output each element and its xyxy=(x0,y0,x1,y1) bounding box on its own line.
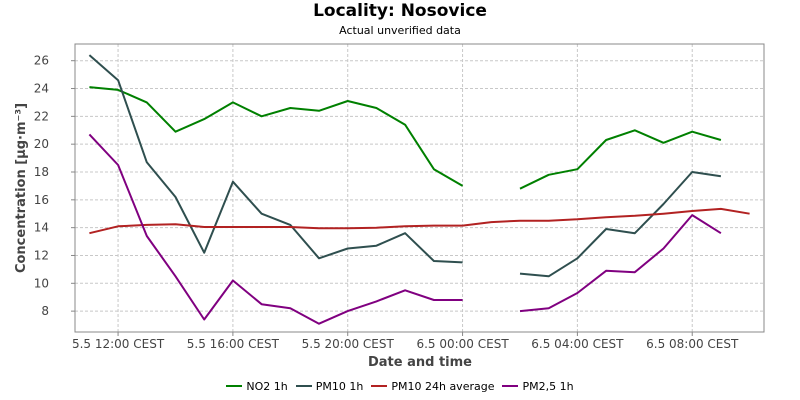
series-pm10-1h xyxy=(88,54,722,278)
y-tick-label: 20 xyxy=(34,137,49,151)
y-tick-label: 10 xyxy=(34,276,49,290)
legend-label: NO2 1h xyxy=(246,380,288,393)
legend-item-pm2-5-1h: PM2,5 1h xyxy=(502,380,574,393)
series-line xyxy=(519,171,722,278)
x-tick-label: 6.5 00:00 CEST xyxy=(416,337,509,351)
y-tick-label: 24 xyxy=(34,82,49,96)
chart-subtitle: Actual unverified data xyxy=(339,24,461,37)
series-pm10-24h-average xyxy=(89,207,750,235)
series-line xyxy=(88,54,463,264)
series-group xyxy=(88,54,750,325)
x-axis: 5.5 12:00 CEST 5.5 16:00 CEST 5.5 20:00 CE… xyxy=(72,332,739,351)
legend: NO2 1h PM10 1h PM10 24h average PM2,5 1h xyxy=(0,380,800,393)
legend-swatch xyxy=(371,385,388,387)
y-tick-label: 16 xyxy=(34,193,49,207)
legend-swatch xyxy=(226,385,243,387)
legend-swatch xyxy=(502,385,519,387)
x-tick-label: 5.5 16:00 CEST xyxy=(187,337,280,351)
y-tick-label: 14 xyxy=(34,221,49,235)
x-tick-label: 5.5 12:00 CEST xyxy=(72,337,165,351)
series-line xyxy=(89,207,750,235)
series-line xyxy=(519,214,722,313)
series-no2-1h xyxy=(89,86,722,190)
x-tick-label: 6.5 08:00 CEST xyxy=(646,337,739,351)
chart-title: Locality: Nosovice xyxy=(313,1,487,21)
legend-item-no2-1h: NO2 1h xyxy=(226,380,288,393)
y-axis: 8 10 12 14 16 18 20 22 24 26 xyxy=(34,54,75,318)
series-line xyxy=(89,86,464,187)
x-tick-label: 6.5 04:00 CEST xyxy=(531,337,624,351)
legend-label: PM10 1h xyxy=(315,380,364,393)
grid-lines xyxy=(75,44,764,332)
y-tick-label: 26 xyxy=(34,54,49,68)
legend-label: PM10 24h average xyxy=(391,380,495,393)
y-tick-label: 8 xyxy=(41,304,49,318)
series-pm2-5-1h xyxy=(88,133,722,325)
plot-area xyxy=(74,43,765,333)
y-axis-title: Concentration [µg·m⁻³] xyxy=(14,103,29,273)
legend-item-pm10-1h: PM10 1h xyxy=(295,380,364,393)
x-axis-title: Date and time xyxy=(368,355,472,370)
legend-label: PM2,5 1h xyxy=(522,380,574,393)
y-tick-label: 12 xyxy=(34,248,49,262)
y-tick-label: 18 xyxy=(34,165,49,179)
series-line xyxy=(519,129,722,190)
legend-swatch xyxy=(295,385,312,387)
legend-item-pm10-24h-average: PM10 24h average xyxy=(371,380,494,393)
y-tick-label: 22 xyxy=(34,109,49,123)
x-tick-label: 5.5 20:00 CEST xyxy=(302,337,395,351)
series-line xyxy=(88,133,463,325)
